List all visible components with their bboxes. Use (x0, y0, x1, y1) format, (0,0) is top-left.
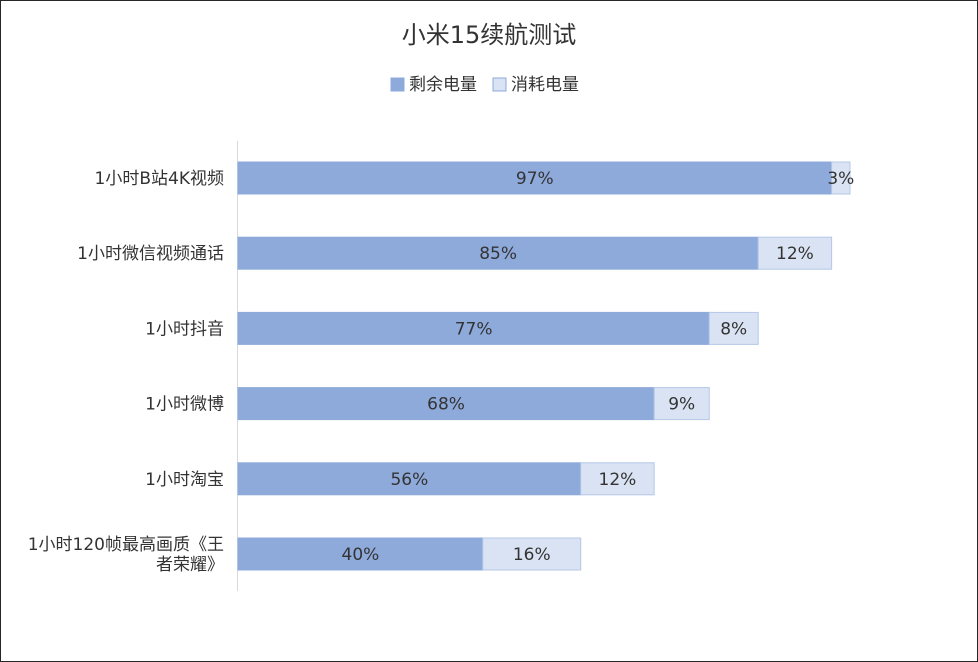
bar-label-remaining: 68% (427, 395, 465, 415)
category-label: 1小时B站4K视频 (95, 169, 224, 189)
bar-label-remaining: 40% (342, 545, 380, 565)
bar-label-consumed: 16% (513, 545, 551, 565)
bar-consumed (708, 311, 759, 345)
bar-consumed (482, 537, 582, 571)
bar-remaining (237, 537, 484, 571)
bar-label-consumed: 8% (720, 319, 747, 339)
legend-item: 剩余电量 (390, 75, 477, 95)
bar-label-consumed: 3% (827, 169, 854, 189)
bar-label-remaining: 97% (516, 169, 554, 189)
category-label-line: 1小时120帧最高画质《王 (28, 535, 224, 555)
legend-swatch (390, 77, 405, 92)
bar-label-remaining: 77% (455, 319, 493, 339)
category-label-line: 者荣耀》 (156, 555, 224, 575)
bar-remaining (237, 387, 655, 421)
legend-label: 消耗电量 (511, 75, 579, 95)
category-label-line: 1小时B站4K视频 (95, 169, 224, 189)
chart-title: 小米15续航测试 (402, 21, 577, 49)
bar-remaining (237, 311, 710, 345)
bar-label-remaining: 56% (390, 470, 428, 490)
category-label-line: 1小时微博 (145, 395, 224, 415)
bar-consumed (653, 387, 710, 421)
category-label-line: 1小时抖音 (145, 319, 224, 339)
bar-remaining (237, 236, 759, 270)
bar-consumed (757, 236, 833, 270)
category-label: 1小时微博 (145, 395, 224, 415)
bars: 97% 3% 85% 12% 77% 8% 68% 9% 56% 12% 40% 16% (237, 161, 854, 571)
legend-swatch (492, 77, 507, 92)
bar-label-consumed: 12% (776, 244, 814, 264)
bar-label-consumed: 12% (599, 470, 637, 490)
category-label: 1小时淘宝 (145, 470, 224, 490)
category-label: 1小时微信视频通话 (77, 244, 224, 264)
legend-item: 消耗电量 (492, 75, 579, 95)
bar-label-remaining: 85% (479, 244, 517, 264)
bar-consumed (831, 161, 851, 195)
category-label-line: 1小时淘宝 (145, 470, 224, 490)
legend-label: 剩余电量 (409, 75, 477, 95)
category-label: 1小时120帧最高画质《王者荣耀》 (28, 535, 224, 575)
category-label: 1小时抖音 (145, 319, 224, 339)
legend: 剩余电量 消耗电量 (390, 75, 579, 95)
bar-label-consumed: 9% (668, 395, 695, 415)
category-labels: 1小时B站4K视频 1小时微信视频通话 1小时抖音 1小时微博 1小时淘宝 1小时120帧… (28, 169, 224, 575)
category-label-line: 1小时微信视频通话 (77, 244, 224, 264)
bar-consumed (580, 462, 655, 496)
